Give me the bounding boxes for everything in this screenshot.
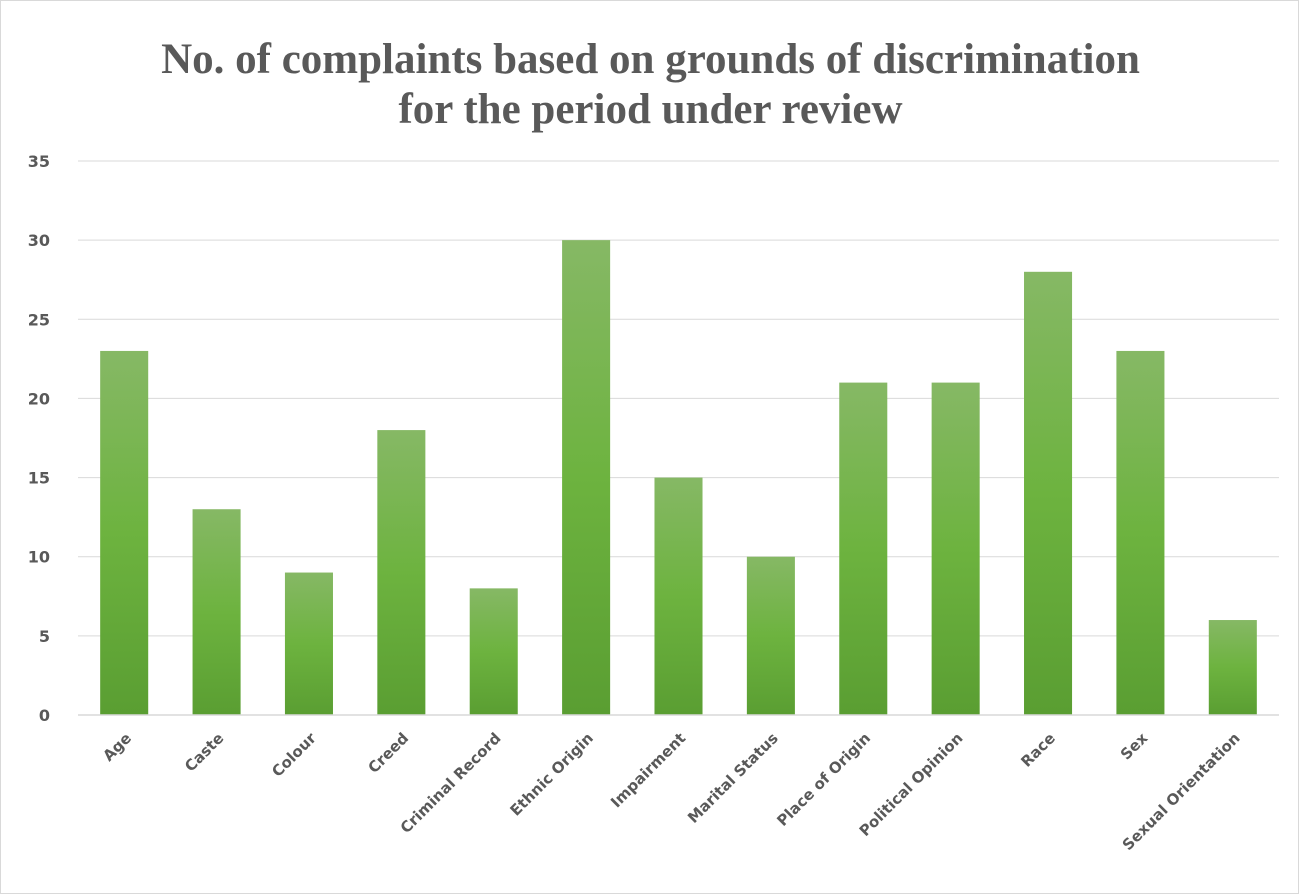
y-tick-label: 10 <box>28 548 50 567</box>
bar <box>746 556 795 715</box>
x-category-label: Colour <box>268 729 320 781</box>
chart-title-line-1: No. of complaints based on grounds of di… <box>161 36 1140 83</box>
bar <box>1116 350 1165 715</box>
bar <box>100 350 149 715</box>
bar <box>1024 271 1073 715</box>
bar <box>469 588 518 715</box>
bar <box>377 430 426 715</box>
x-category-label: Political Opinion <box>856 729 967 840</box>
bar <box>192 509 241 715</box>
y-tick-label: 5 <box>39 627 50 646</box>
x-category-label: Criminal Record <box>397 729 505 837</box>
bars <box>100 240 1257 715</box>
y-tick-label: 25 <box>28 310 50 329</box>
bar <box>1208 620 1257 715</box>
x-category-label: Ethnic Origin <box>507 729 597 819</box>
bar <box>654 477 703 715</box>
bar <box>284 572 333 715</box>
y-tick-label: 20 <box>28 389 50 408</box>
x-category-label: Creed <box>364 729 412 777</box>
x-category-label: Age <box>99 729 135 765</box>
y-axis-tick-labels: 0 5 10 15 20 25 30 35 <box>28 152 50 725</box>
x-category-label: Race <box>1017 729 1059 771</box>
x-category-label: Caste <box>181 729 227 775</box>
y-tick-label: 15 <box>28 469 50 488</box>
x-category-label: Place of Origin <box>773 729 874 830</box>
bar <box>931 382 980 715</box>
y-tick-label: 35 <box>28 152 50 171</box>
bar <box>562 240 611 715</box>
y-tick-label: 30 <box>28 231 50 250</box>
chart-title: No. of complaints based on grounds of di… <box>1 35 1299 135</box>
bar <box>839 382 888 715</box>
x-category-label: Impairment <box>607 729 689 811</box>
chart-title-line-2: for the period under review <box>398 86 903 133</box>
x-category-label: Sex <box>1117 729 1152 764</box>
x-category-label: Marital Status <box>684 729 782 827</box>
y-tick-label: 0 <box>39 706 50 725</box>
